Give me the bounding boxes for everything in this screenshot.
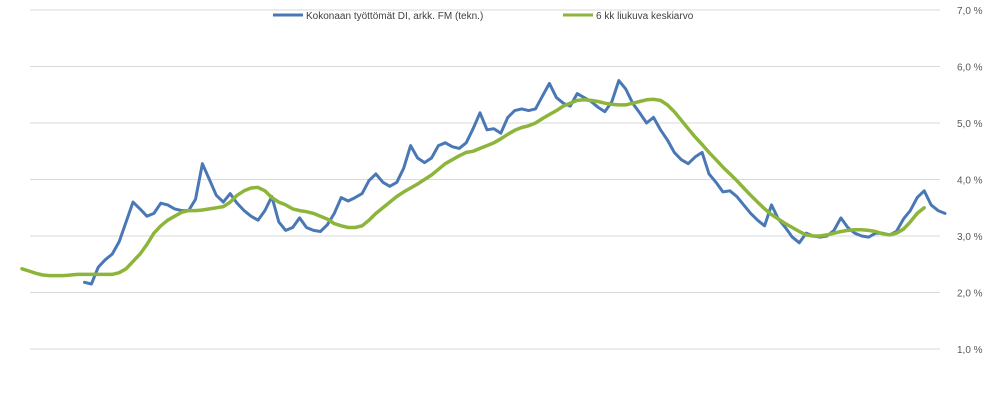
- y-tick-label: 1,0 %: [957, 345, 983, 356]
- y-tick-label: 3,0 %: [957, 232, 983, 243]
- y-tick-label: 7,0 %: [957, 6, 983, 17]
- y-tick-label: 2,0 %: [957, 289, 983, 300]
- y-tick-label: 6,0 %: [957, 63, 983, 74]
- series-line-moving-average: [20, 97, 926, 278]
- y-tick-label: 4,0 %: [957, 176, 983, 187]
- y-axis-tick-labels: 1,0 % 2,0 % 3,0 % 4,0 % 5,0 % 6,0 % 7,0 %: [957, 6, 983, 356]
- legend-label-moving-average: 6 kk liukuva keskiarvo: [596, 11, 694, 22]
- legend-label-unemployed: Kokonaan työttömät DI, arkk. FM (tekn.): [306, 11, 483, 22]
- series-lines: [20, 79, 947, 286]
- series-line-unemployed: [83, 79, 947, 286]
- y-tick-label: 5,0 %: [957, 119, 983, 130]
- gridlines: [30, 9, 940, 350]
- legend: Kokonaan työttömät DI, arkk. FM (tekn.) …: [273, 11, 694, 22]
